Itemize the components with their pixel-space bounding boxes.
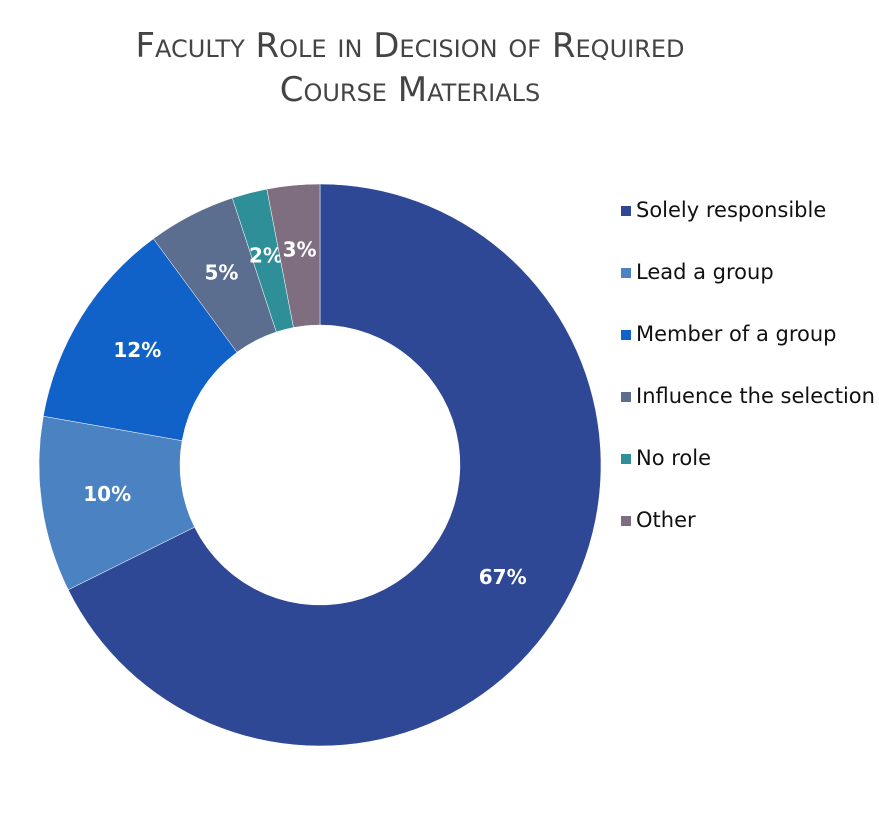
value-label: 10%	[83, 482, 131, 506]
chart-title: Faculty Role in Decision of Required Cou…	[135, 26, 685, 110]
donut-slice	[42, 238, 238, 441]
value-label: 3%	[283, 237, 317, 261]
legend-swatch	[621, 206, 631, 216]
legend-swatch	[621, 392, 631, 402]
legend-swatch	[621, 268, 631, 278]
legend-swatch	[621, 516, 631, 526]
value-label: 2%	[249, 243, 283, 267]
legend-swatch	[621, 454, 631, 464]
legend-label: No role	[636, 446, 711, 470]
value-label: 5%	[204, 260, 238, 284]
legend-label: Member of a group	[636, 322, 837, 346]
legend-label: Solely responsible	[636, 198, 826, 222]
value-label: 67%	[479, 565, 527, 589]
legend-label: Other	[636, 508, 696, 532]
legend-swatch	[621, 330, 631, 340]
donut-slice	[266, 183, 321, 328]
donut-slice	[67, 183, 602, 747]
legend-label: Lead a group	[636, 260, 774, 284]
value-label: 12%	[113, 338, 161, 362]
legend-label: Influence the selection	[636, 384, 875, 408]
